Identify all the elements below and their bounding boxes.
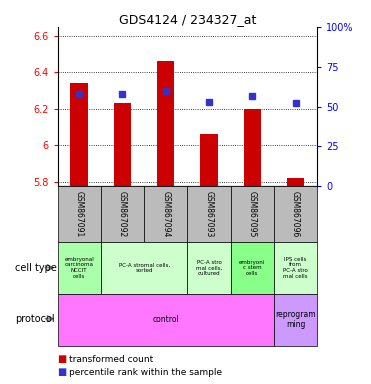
Text: embryonal
carcinoma
NCCIT
cells: embryonal carcinoma NCCIT cells bbox=[64, 257, 94, 279]
Text: reprogram
ming: reprogram ming bbox=[275, 310, 316, 329]
Bar bbox=[144, 186, 187, 242]
Text: GSM867096: GSM867096 bbox=[291, 191, 300, 237]
Bar bbox=[187, 186, 231, 242]
Bar bbox=[101, 186, 144, 242]
Bar bbox=[58, 242, 101, 294]
Bar bbox=[70, 83, 88, 186]
Bar bbox=[114, 103, 131, 186]
Text: GSM867094: GSM867094 bbox=[161, 191, 170, 237]
Text: ■: ■ bbox=[58, 354, 67, 364]
Bar bbox=[231, 242, 274, 294]
Text: protocol: protocol bbox=[15, 314, 55, 324]
Text: transformed count: transformed count bbox=[69, 354, 153, 364]
Bar bbox=[58, 294, 274, 346]
Text: PC-A stro
mal cells,
cultured: PC-A stro mal cells, cultured bbox=[196, 260, 222, 276]
Bar bbox=[200, 134, 218, 186]
Bar bbox=[287, 178, 304, 186]
Bar bbox=[274, 186, 317, 242]
Title: GDS4124 / 234327_at: GDS4124 / 234327_at bbox=[119, 13, 256, 26]
Bar bbox=[157, 61, 174, 186]
Bar bbox=[274, 294, 317, 346]
Text: embryoni
c stem
cells: embryoni c stem cells bbox=[239, 260, 265, 276]
Text: percentile rank within the sample: percentile rank within the sample bbox=[69, 368, 222, 377]
Text: GSM867091: GSM867091 bbox=[75, 191, 83, 237]
Bar bbox=[274, 242, 317, 294]
Text: ■: ■ bbox=[58, 367, 67, 377]
Text: PC-A stromal cells,
sorted: PC-A stromal cells, sorted bbox=[118, 262, 170, 273]
Text: GSM867095: GSM867095 bbox=[248, 191, 257, 237]
Text: control: control bbox=[152, 315, 179, 324]
Bar bbox=[101, 242, 187, 294]
Text: IPS cells
from
PC-A stro
mal cells: IPS cells from PC-A stro mal cells bbox=[283, 257, 308, 279]
Bar bbox=[58, 186, 101, 242]
Bar bbox=[187, 242, 231, 294]
Bar bbox=[244, 109, 261, 186]
Bar bbox=[231, 186, 274, 242]
Text: GSM867092: GSM867092 bbox=[118, 191, 127, 237]
Text: cell type: cell type bbox=[15, 263, 57, 273]
Text: GSM867093: GSM867093 bbox=[204, 191, 213, 237]
